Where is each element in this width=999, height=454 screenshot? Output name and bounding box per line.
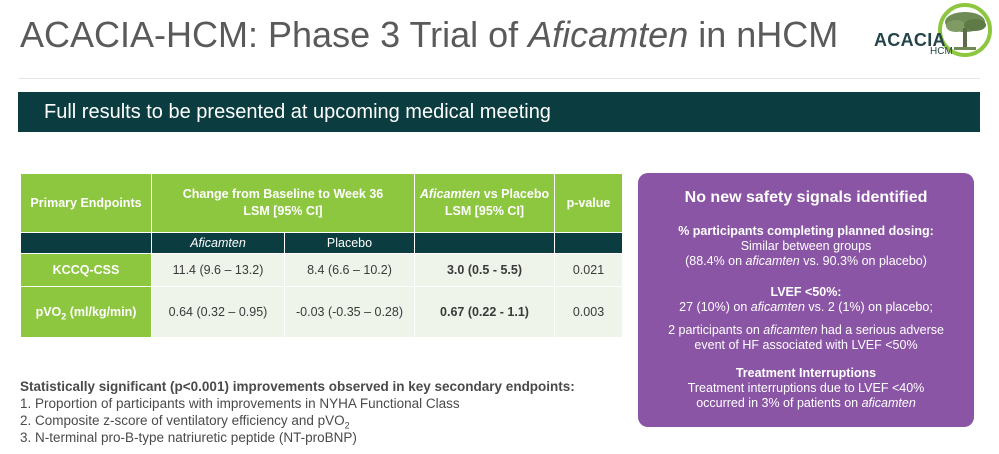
cell-p-value: 0.003 xyxy=(554,286,623,338)
cell-p-value: 0.021 xyxy=(554,253,623,287)
acacia-hcm-logo: ACACIA HCM xyxy=(872,2,994,62)
subheader-blank xyxy=(20,232,152,254)
interruptions-section: Treatment Interruptions Treatment interr… xyxy=(638,366,974,411)
subheader-blank-3 xyxy=(554,232,623,254)
banner-text: Full results to be presented at upcoming… xyxy=(44,101,551,123)
header-aficamten-vs-placebo: Aficamten vs Placebo LSM [95% CI] xyxy=(414,173,555,233)
interruptions-line-2: occurred in 3% of patients on aficamten xyxy=(696,396,916,410)
primary-endpoints-table: Primary Endpoints Change from Baseline t… xyxy=(20,173,623,338)
secondary-endpoints: Statistically significant (p<0.001) impr… xyxy=(20,378,575,446)
dosing-line-2: (88.4% on aficamten vs. 90.3% on placebo… xyxy=(685,254,927,268)
sae-line-1: 2 participants on aficamten had a seriou… xyxy=(668,323,944,337)
list-item: 2. Composite z-score of ventilatory effic… xyxy=(20,413,350,431)
table-row: KCCQ-CSS 11.4 (9.6 – 13.2) 8.4 (6.6 – 10… xyxy=(20,253,623,287)
safety-heading: No new safety signals identified xyxy=(684,189,928,206)
endpoint-pvo2: pVO2 (ml/kg/min) xyxy=(20,286,152,338)
table-header-row: Primary Endpoints Change from Baseline t… xyxy=(20,173,623,233)
safety-summary-box: No new safety signals identified % parti… xyxy=(638,173,974,427)
dosing-line-1: Similar between groups xyxy=(740,239,872,253)
subheader-blank-2 xyxy=(414,232,555,254)
secondary-list: 1. Proportion of participants with improv… xyxy=(20,395,575,446)
list-item: 3. N-terminal pro-B-type natriuretic pept… xyxy=(20,430,357,445)
list-item: 1. Proportion of participants with improv… xyxy=(20,396,460,411)
lvef-section: LVEF <50%: 27 (10%) on aficamten vs. 2 (… xyxy=(638,285,974,353)
dosing-heading: % participants completing planned dosing… xyxy=(678,224,934,238)
header-change-from-baseline: Change from Baseline to Week 36 LSM [95% … xyxy=(151,173,415,233)
cell-placebo-value: 8.4 (6.6 – 10.2) xyxy=(284,253,415,287)
cell-difference-value: 3.0 (0.5 - 5.5) xyxy=(414,253,555,287)
endpoint-kccq-css: KCCQ-CSS xyxy=(20,253,152,287)
lvef-line: 27 (10%) on aficamten vs. 2 (1%) on plac… xyxy=(679,300,933,314)
sae-line-2: event of HF associated with LVEF <50% xyxy=(694,338,918,352)
header-primary-endpoints: Primary Endpoints xyxy=(20,173,152,233)
page-title: ACACIA-HCM: Phase 3 Trial of Aficamten i… xyxy=(20,14,839,55)
cell-placebo-value: -0.03 (-0.35 – 0.28) xyxy=(284,286,415,338)
cell-aficamten-value: 11.4 (9.6 – 13.2) xyxy=(151,253,285,287)
interruptions-line-1: Treatment interruptions due to LVEF <40% xyxy=(687,381,925,395)
secondary-heading: Statistically significant (p<0.001) impr… xyxy=(20,379,575,394)
cell-difference-value: 0.67 (0.22 - 1.1) xyxy=(414,286,555,338)
logo-subtext: HCM xyxy=(930,46,953,57)
subheader-aficamten: Aficamten xyxy=(151,232,285,254)
logo-wordmark: ACACIA xyxy=(874,30,946,50)
tree-icon xyxy=(938,3,992,57)
dosing-section: % participants completing planned dosing… xyxy=(638,224,974,269)
subheader-placebo: Placebo xyxy=(284,232,415,254)
interruptions-heading: Treatment Interruptions xyxy=(735,366,877,380)
announcement-banner: Full results to be presented at upcoming… xyxy=(18,92,980,132)
cell-aficamten-value: 0.64 (0.32 – 0.95) xyxy=(151,286,285,338)
lvef-heading: LVEF <50%: xyxy=(770,285,842,299)
table-row: pVO2 (ml/kg/min) 0.64 (0.32 – 0.95) -0.0… xyxy=(20,286,623,338)
header-p-value: p-value xyxy=(554,173,623,233)
table-subheader-row: Aficamten Placebo xyxy=(20,232,623,254)
header-divider xyxy=(18,78,980,79)
